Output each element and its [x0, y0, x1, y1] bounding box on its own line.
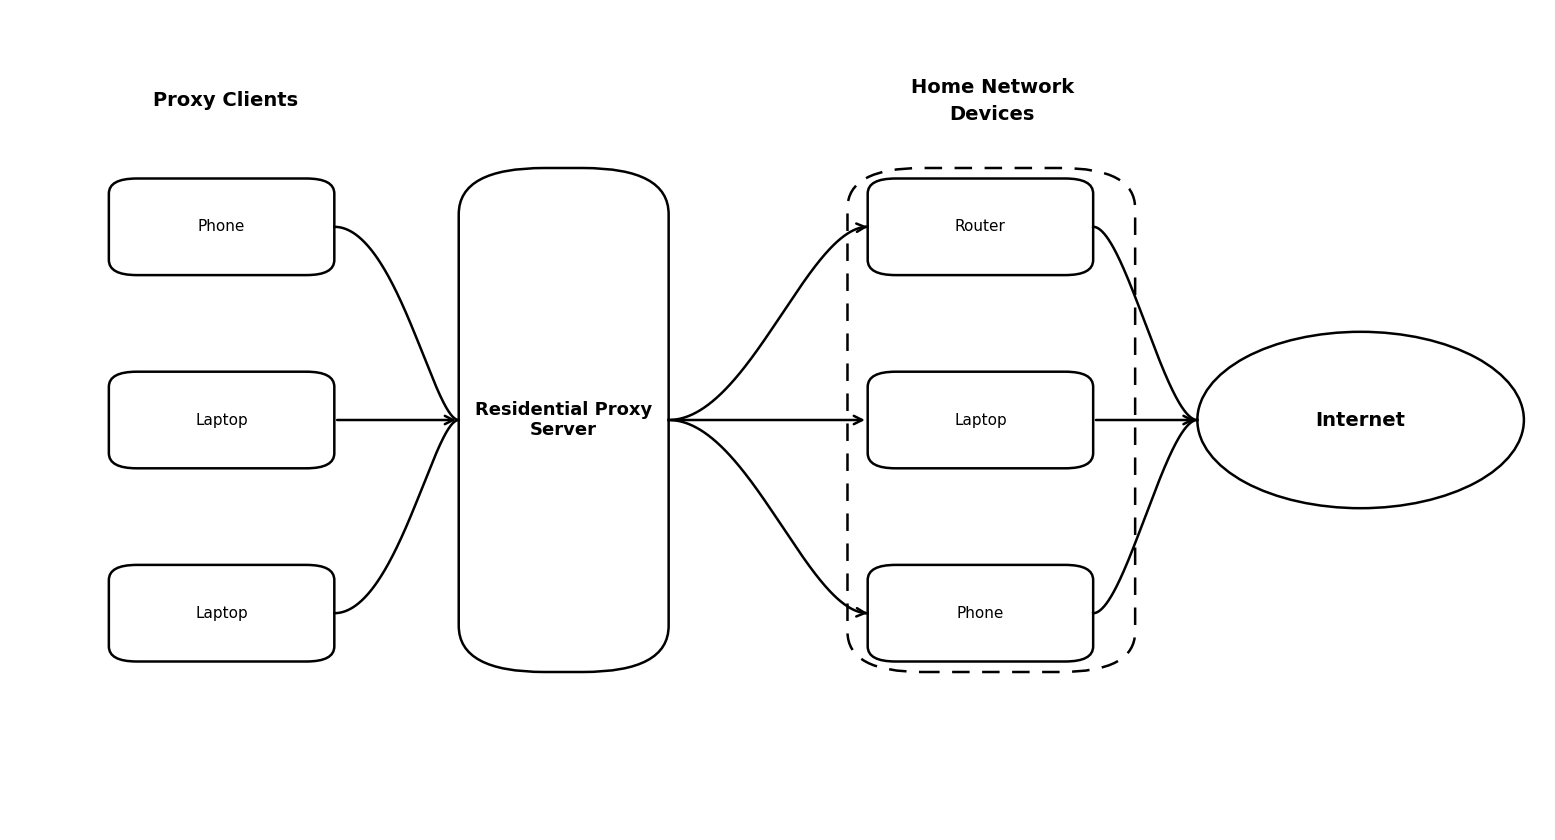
Text: Phone: Phone: [956, 606, 1005, 621]
Text: Laptop: Laptop: [955, 412, 1006, 428]
FancyBboxPatch shape: [109, 178, 334, 276]
Text: Laptop: Laptop: [196, 606, 247, 621]
Text: Internet: Internet: [1316, 411, 1406, 429]
Text: Residential Proxy
Server: Residential Proxy Server: [476, 401, 652, 439]
Text: Proxy Clients: Proxy Clients: [152, 92, 299, 110]
Text: Home Network
Devices: Home Network Devices: [911, 78, 1073, 123]
Text: Laptop: Laptop: [196, 412, 247, 428]
FancyBboxPatch shape: [109, 371, 334, 469]
FancyBboxPatch shape: [868, 564, 1093, 662]
Text: Phone: Phone: [197, 219, 246, 234]
FancyBboxPatch shape: [847, 168, 1135, 672]
Text: Router: Router: [955, 219, 1006, 234]
FancyBboxPatch shape: [109, 564, 334, 662]
Circle shape: [1197, 332, 1524, 508]
FancyBboxPatch shape: [868, 178, 1093, 276]
FancyBboxPatch shape: [868, 371, 1093, 469]
FancyBboxPatch shape: [459, 168, 669, 672]
